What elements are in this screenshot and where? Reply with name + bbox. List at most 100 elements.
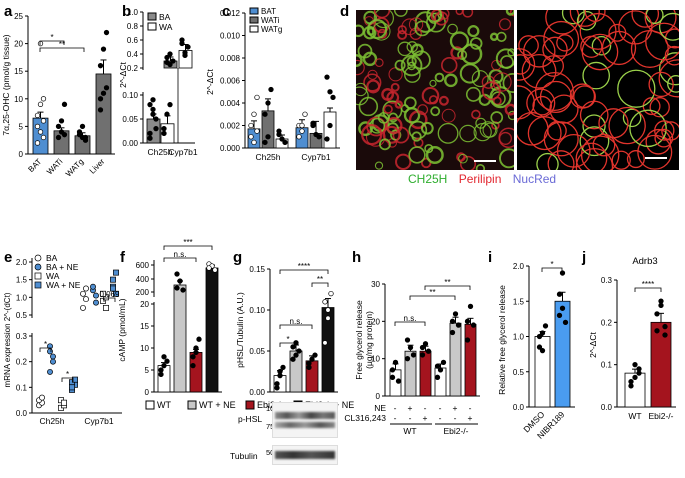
micro-cell [385, 117, 403, 135]
micro-cell [400, 54, 423, 77]
j-point [654, 311, 660, 317]
micro-adipocyte [579, 12, 617, 50]
h-cl-cell: - [409, 413, 412, 423]
e-point [110, 285, 116, 292]
e-point [93, 299, 99, 306]
micro-cell [495, 48, 514, 69]
h-bar [464, 323, 477, 397]
f-point [161, 354, 167, 360]
a-point [55, 123, 62, 130]
e-ytick-label: 1.5 [16, 276, 28, 285]
b-ytick-label: 0.10 [122, 91, 138, 100]
h-ylabel-line2: (μg/mg protein) [364, 311, 374, 369]
micro-adipocyte [556, 34, 574, 52]
g-sig-2-label: ** [317, 275, 323, 284]
micro-cell [456, 152, 466, 162]
a-point [97, 96, 104, 102]
h-point [395, 378, 402, 384]
c-point [268, 86, 274, 93]
i-sig-label: * [550, 260, 553, 269]
a-bar [95, 73, 112, 155]
g-sig-4 [279, 269, 329, 274]
c-ylabel: 2^-ΔCt [205, 69, 215, 95]
b-point [164, 111, 170, 117]
f-point [196, 336, 202, 342]
i-bar [554, 300, 571, 408]
panel-label-d: d [340, 3, 349, 20]
j-point [636, 370, 642, 376]
panel-label-c: c [222, 3, 230, 20]
micro-adipocyte [580, 135, 620, 170]
micro-cell [414, 20, 431, 37]
j-point [654, 328, 660, 334]
b-point [150, 106, 156, 113]
i-point [542, 323, 549, 329]
g-point [290, 356, 296, 362]
micro-cell [397, 29, 408, 40]
e-point [93, 292, 99, 299]
micro-adipocyte [658, 59, 679, 98]
a-ytick-label: 5 [19, 122, 24, 131]
micro-cell [373, 10, 395, 29]
micro-adipocyte [626, 150, 645, 169]
micro-image-right [517, 10, 679, 170]
b-point [147, 101, 153, 108]
micro-caption: CH25H Perilipin NucRed [408, 172, 556, 186]
h-ytick-label: 20 [371, 317, 380, 326]
micro-cell [430, 106, 441, 117]
e-point [61, 399, 67, 406]
f-point [193, 349, 199, 356]
fg-legend-swatch [245, 400, 255, 410]
j-title: Adrb3 [632, 256, 657, 267]
micro-cell [460, 43, 483, 65]
c-ytick-label: 0.008 [220, 54, 241, 63]
c-point [262, 139, 268, 146]
j-ytick-label: 0.1 [601, 361, 613, 370]
e-legend-label: BA [46, 253, 58, 263]
i-ytick-label: 1.5 [513, 297, 525, 306]
micro-cell [490, 111, 504, 124]
h-ytick-label: 30 [371, 280, 380, 289]
micro-left-svg [356, 10, 514, 170]
micro-cell [471, 109, 481, 120]
micro-adipocyte [611, 150, 631, 170]
e-ytick-label: 2.0 [16, 258, 28, 267]
micro-cell [420, 121, 434, 135]
micro-cell [498, 18, 512, 31]
micro-cell [504, 103, 514, 116]
micro-cell [404, 66, 421, 83]
g-point [306, 360, 312, 366]
e-point [72, 376, 78, 383]
g-sig-2 [311, 282, 329, 287]
b-point [164, 59, 170, 66]
g-sig-ns [279, 324, 313, 329]
f-point [161, 362, 167, 369]
panel-label-a: a [4, 3, 13, 20]
e-point [39, 394, 45, 401]
e-point [90, 283, 96, 290]
e-point [110, 276, 116, 283]
micro-adipocyte [575, 142, 608, 170]
micro-adipocyte [659, 52, 679, 86]
c-point [330, 94, 336, 101]
h-row-label: CL316,243 [344, 413, 386, 423]
micro-cell [358, 121, 373, 137]
panel-label-i: i [488, 249, 492, 266]
a-point [58, 118, 65, 124]
f-point [164, 358, 170, 364]
f-point [180, 287, 186, 293]
b-point [153, 125, 159, 132]
b-ytick-label: 1.0 [127, 8, 139, 17]
c-ytick-label: 0.012 [220, 9, 241, 18]
micro-adipocyte [648, 71, 674, 98]
i-sig [541, 267, 563, 272]
a-point [40, 96, 47, 102]
e-ylabel: mRNA expression 2^-(dCt) [3, 292, 12, 387]
a-xtick-label: BAT [26, 157, 43, 174]
e-ytick-label: 0.2 [16, 358, 28, 367]
f-sig-3-label: *** [183, 238, 192, 247]
f-sig-ns-label: n.s. [174, 250, 187, 259]
g-sig-ns-label: n.s. [290, 317, 303, 326]
micro-cell [490, 79, 502, 91]
micro-right-svg [517, 10, 679, 170]
